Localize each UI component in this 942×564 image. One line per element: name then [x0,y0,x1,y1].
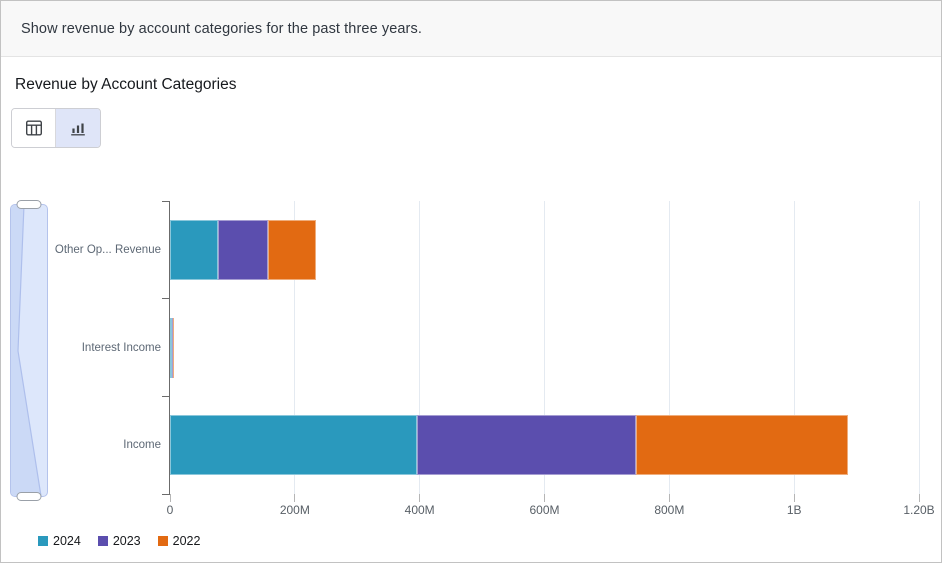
x-axis-label: 400M [404,503,435,517]
prompt-text: Show revenue by account categories for t… [21,20,422,37]
table-icon [25,119,43,137]
x-axis-label: 200M [279,503,310,517]
gridline [294,201,296,494]
gridline [544,201,545,494]
bar-segment-2022[interactable] [173,317,175,378]
bar-segment-2022[interactable] [267,219,317,280]
scrollbar-handle-bottom[interactable] [16,492,42,501]
legend-swatch [38,536,48,546]
view-toggle-group [11,108,101,148]
legend-item-2024[interactable]: 2024 [38,534,81,548]
x-axis-tick [918,494,920,502]
bar-segment-2023[interactable] [416,415,637,476]
y-axis-tick [162,395,169,397]
x-axis-label: 1.20B [903,503,935,517]
legend-item-2022[interactable]: 2022 [157,534,201,548]
category-label: Interest Income [81,341,161,354]
chart-canvas: 0 200M 400M 600M 800M 1B 1.20B Other Op... Reve… [1,191,942,564]
page-title: Revenue by Account Categories [15,76,237,93]
chart-view-button[interactable] [56,109,100,147]
legend-item-2023[interactable]: 2023 [97,534,141,548]
x-axis-tick [544,494,545,502]
x-axis-label: 1B [786,503,802,517]
x-axis-tick [294,494,296,502]
legend-label: 2023 [112,534,141,548]
y-axis-tick [162,493,169,495]
category-label: Income [123,439,161,452]
legend-label: 2022 [172,534,201,548]
legend-swatch [97,536,108,546]
x-axis-tick [169,494,171,502]
legend-label: 2024 [53,534,81,548]
gridline [668,201,670,494]
gridline [918,201,920,494]
gridline [419,201,421,494]
bar-segment-2024[interactable] [170,415,417,476]
x-axis-tick [793,494,795,502]
vertical-range-scrollbar[interactable] [10,200,48,501]
x-axis-label: 800M [654,503,685,517]
y-axis-line [169,201,170,495]
bar-segment-2024[interactable] [170,317,172,378]
bar-segment-2024[interactable] [170,219,219,280]
category-label: Other Op... Revenue [54,243,161,256]
y-axis-tick [162,298,169,300]
gridline [793,201,795,494]
bar-segment-2022[interactable] [636,415,848,476]
legend-swatch [157,536,168,546]
scrollbar-handle-top[interactable] [16,200,42,209]
x-axis-tick [419,494,421,502]
x-axis-label: 600M [529,503,560,517]
x-axis-label: 0 [166,503,174,517]
bar-segment-2023[interactable] [218,219,268,280]
table-view-button[interactable] [12,109,56,147]
y-axis-tick [162,200,169,202]
chart-legend: 2024 2023 2022 [38,534,200,548]
bar-chart-icon [69,119,87,137]
x-axis-tick [668,494,670,502]
bar-segment-2023[interactable] [171,317,174,378]
prompt-bar: Show revenue by account categories for t… [1,1,941,57]
